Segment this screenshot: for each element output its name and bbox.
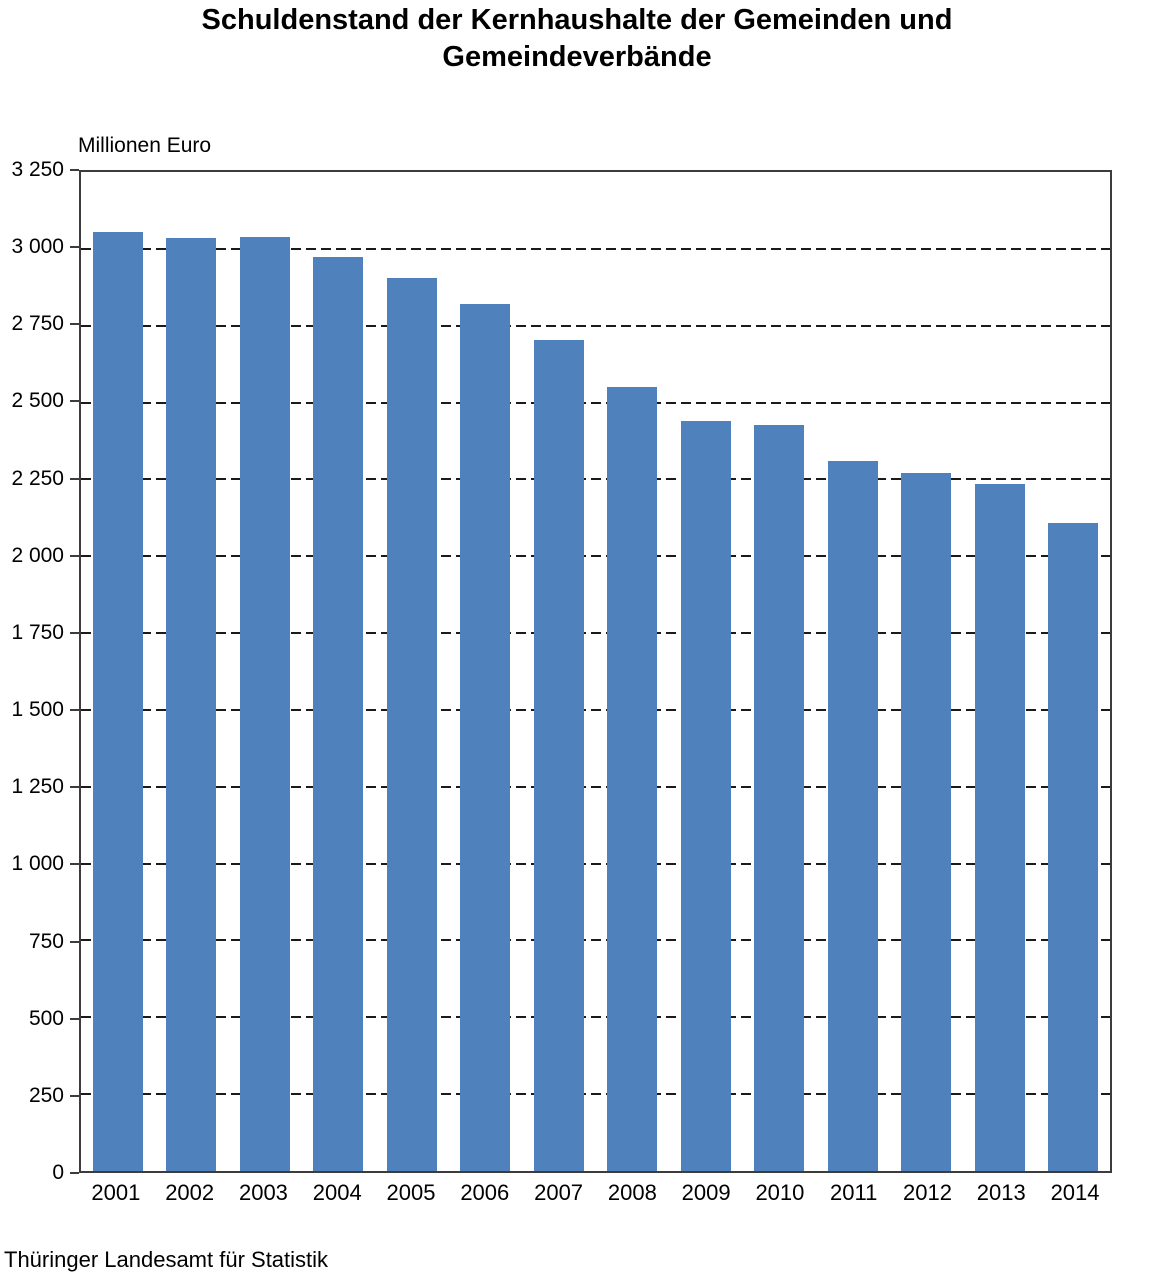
gridline-3000: [81, 247, 1110, 250]
bar-2011: [827, 460, 878, 1171]
bar-slot-2001: [81, 172, 155, 1171]
bar-slot-2007: [522, 172, 596, 1171]
plot-area: [79, 170, 1112, 1173]
bar-2007: [533, 340, 584, 1171]
gridline-2500: [81, 401, 1110, 404]
y-tick-label-1750: 1 750: [11, 620, 64, 644]
gridline-1250: [81, 785, 1110, 788]
y-tick-mark-2250: [70, 477, 79, 480]
bar-2002: [166, 237, 217, 1171]
y-tick-label-2500: 2 500: [11, 389, 64, 413]
x-tick-label-2001: 2001: [91, 1180, 141, 1205]
bar-2006: [460, 303, 511, 1171]
y-tick-mark-2000: [70, 554, 79, 557]
x-tick-label-2004: 2004: [312, 1180, 362, 1205]
x-tick-label-2002: 2002: [165, 1180, 215, 1205]
x-tick-label-2003: 2003: [238, 1180, 288, 1205]
y-tick-label-250: 250: [28, 1083, 64, 1107]
bar-slot-2013: [963, 172, 1037, 1171]
y-tick-label-3250: 3 250: [11, 158, 64, 181]
x-tick-label-2012: 2012: [903, 1180, 952, 1205]
y-tick-mark-2500: [70, 400, 79, 403]
y-tick-mark-1750: [70, 631, 79, 634]
x-tick-label-2011: 2011: [830, 1180, 878, 1205]
bar-slot-2004: [302, 172, 376, 1171]
gridline-500: [81, 1016, 1110, 1019]
gridline-2000: [81, 555, 1110, 558]
bar-slot-2009: [669, 172, 743, 1171]
x-tick-label-2010: 2010: [755, 1180, 805, 1205]
bar-2005: [386, 278, 437, 1171]
bar-2008: [607, 386, 658, 1171]
bar-slot-2010: [743, 172, 817, 1171]
gridline-2750: [81, 324, 1110, 327]
y-tick-mark-250: [70, 1094, 79, 1097]
x-tick-label-2013: 2013: [976, 1180, 1026, 1205]
gridline-2250: [81, 478, 1110, 481]
y-tick-label-500: 500: [28, 1006, 64, 1030]
y-tick-label-2000: 2 000: [11, 543, 64, 567]
bar-2013: [974, 483, 1025, 1171]
y-tick-mark-3000: [70, 246, 79, 249]
bar-slot-2005: [375, 172, 449, 1171]
bar-2014: [1048, 523, 1099, 1171]
gridline-1000: [81, 862, 1110, 865]
x-tick-label-2006: 2006: [460, 1180, 510, 1205]
y-axis-tick-labels: 3 250 3 000 2 750 2 500 2 250 2 000 1 750 1 500…: [0, 158, 64, 1184]
bar-slot-2008: [596, 172, 670, 1171]
gridline-1750: [81, 632, 1110, 635]
y-tick-label-2250: 2 250: [11, 466, 64, 490]
y-tick-mark-1250: [70, 786, 79, 789]
bar-slot-2011: [816, 172, 890, 1171]
source-credit: Thüringer Landesamt für Statistik: [4, 1247, 329, 1272]
bar-2003: [239, 237, 290, 1171]
gridline-750: [81, 939, 1110, 942]
x-tick-label-2005: 2005: [386, 1180, 436, 1205]
bar-2010: [754, 424, 805, 1171]
y-tick-label-1250: 1 250: [11, 775, 64, 799]
bar-slot-2002: [155, 172, 229, 1171]
bar-slot-2003: [228, 172, 302, 1171]
bar-2009: [680, 420, 731, 1171]
y-tick-mark-3250: [70, 169, 79, 171]
bar-slot-2014: [1037, 172, 1111, 1171]
x-tick-label-2014: 2014: [1050, 1180, 1100, 1205]
x-tick-label-2008: 2008: [607, 1180, 657, 1205]
y-axis-title: Millionen Euro: [78, 134, 212, 157]
bar-slot-2012: [890, 172, 964, 1171]
bar-2004: [313, 256, 364, 1171]
y-tick-mark-1000: [70, 863, 79, 866]
bar-2001: [92, 231, 143, 1171]
y-tick-mark-500: [70, 1017, 79, 1020]
y-axis-tick-marks: [70, 169, 79, 1174]
y-tick-label-2750: 2 750: [11, 312, 64, 336]
gridline-1500: [81, 708, 1110, 711]
y-tick-mark-2750: [70, 323, 79, 326]
chart-title: Schuldenstand der Kernhaushalte der Geme…: [201, 4, 953, 73]
y-tick-label-750: 750: [28, 929, 64, 953]
x-tick-label-2007: 2007: [534, 1180, 584, 1205]
y-tick-mark-0: [70, 1172, 79, 1174]
bar-slot-2006: [449, 172, 523, 1171]
y-tick-label-0: 0: [52, 1161, 64, 1184]
y-tick-mark-1500: [70, 709, 79, 712]
y-tick-label-3000: 3 000: [11, 235, 64, 259]
y-tick-label-1500: 1 500: [11, 698, 64, 722]
x-tick-label-2009: 2009: [681, 1180, 731, 1205]
y-tick-label-1000: 1 000: [11, 852, 64, 876]
bar-series: [81, 172, 1110, 1171]
y-tick-mark-750: [70, 940, 79, 943]
x-axis-labels: 2001 2002 2003 2004 2005 2006 2007 2008 2009 2010…: [79, 1180, 1112, 1206]
gridline-250: [81, 1093, 1110, 1096]
bar-2012: [901, 472, 952, 1171]
